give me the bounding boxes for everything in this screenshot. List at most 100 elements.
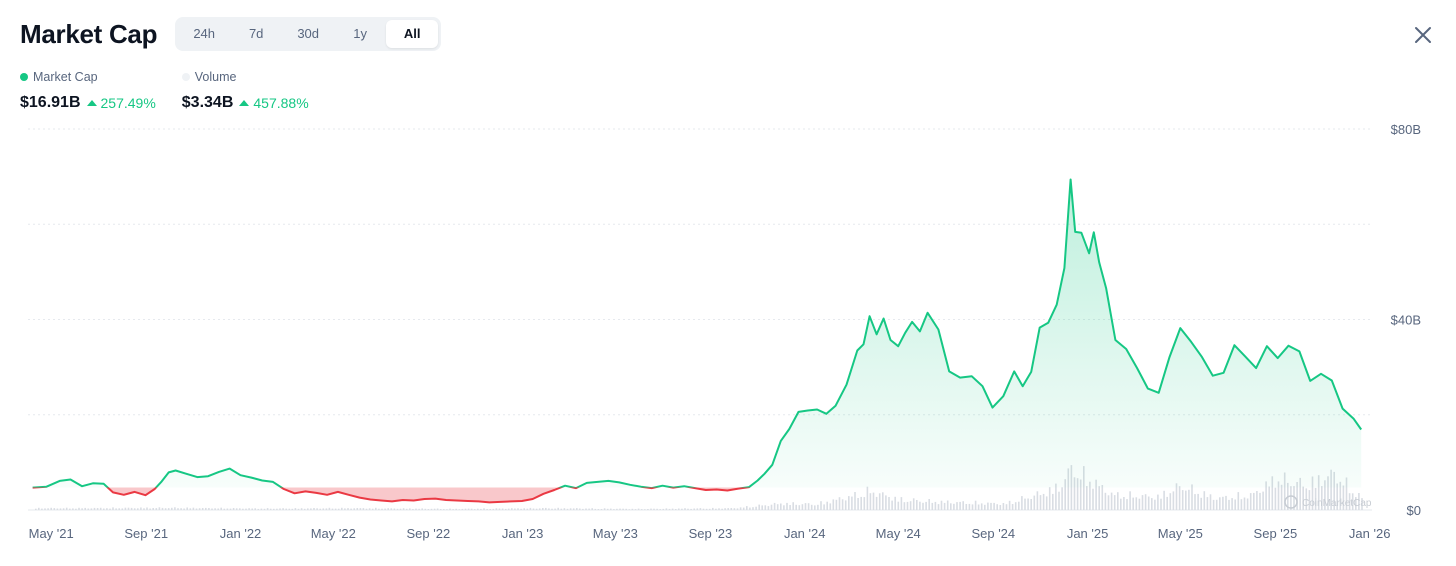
volume-bar xyxy=(1262,491,1264,510)
volume-bar xyxy=(807,503,810,510)
volume-bar xyxy=(1249,493,1252,510)
volume-bar xyxy=(1358,493,1360,510)
volume-bar xyxy=(430,508,433,510)
volume-bar xyxy=(783,505,785,510)
volume-bar xyxy=(1086,486,1088,510)
volume-bar xyxy=(869,493,872,510)
volume-bar xyxy=(393,508,396,510)
volume-bar xyxy=(1351,493,1354,510)
volume-bar xyxy=(653,508,655,510)
volume-bar xyxy=(792,502,794,510)
volume-bar xyxy=(554,508,556,510)
volume-bar xyxy=(1339,481,1342,510)
volume-bar xyxy=(940,500,943,510)
volume-bar xyxy=(674,509,677,510)
volume-bar xyxy=(81,508,83,510)
tab-24h[interactable]: 24h xyxy=(193,26,216,41)
volume-bar xyxy=(251,508,253,510)
watermark-text: CoinMarketCap xyxy=(1302,498,1372,509)
volume-bar xyxy=(594,508,597,510)
tab-1y[interactable]: 1y xyxy=(353,26,368,41)
volume-bar xyxy=(1021,496,1023,510)
volume-bar xyxy=(1246,498,1249,510)
volume-bar xyxy=(1064,479,1066,510)
volume-bar xyxy=(1014,502,1017,510)
tab-30d[interactable]: 30d xyxy=(297,26,320,41)
volume-bar xyxy=(337,508,340,510)
volume-bar xyxy=(127,507,130,510)
volume-bar xyxy=(1101,485,1104,510)
close-button[interactable] xyxy=(1412,24,1434,46)
volume-bar xyxy=(1067,468,1070,510)
volume-bar xyxy=(922,502,924,510)
volume-bar xyxy=(863,497,866,510)
volume-bar xyxy=(656,508,658,510)
volume-bar xyxy=(436,508,439,510)
volume-bar xyxy=(1138,498,1141,510)
x-tick-label: Jan '22 xyxy=(220,526,262,541)
volume-bar xyxy=(446,509,448,510)
tab-all[interactable]: All xyxy=(386,20,439,48)
volume-bar xyxy=(755,506,757,510)
volume-bar xyxy=(795,504,797,510)
volume-bar xyxy=(1237,492,1240,510)
volume-bar xyxy=(1333,471,1335,510)
volume-bar xyxy=(143,508,145,510)
volume-bar xyxy=(353,508,355,510)
volume-bar xyxy=(192,507,195,510)
volume-bar xyxy=(848,496,850,510)
volume-bar xyxy=(742,507,745,510)
volume-bar xyxy=(183,508,185,510)
volume-bar xyxy=(1280,484,1283,510)
volume-bar xyxy=(971,504,974,510)
volume-bar xyxy=(124,507,127,510)
volume-bar xyxy=(937,504,940,510)
volume-bar xyxy=(1132,497,1134,510)
volume-bar xyxy=(412,509,414,510)
volume-bar xyxy=(619,508,621,510)
volume-bar xyxy=(1045,496,1048,510)
x-tick-label: Sep '21 xyxy=(124,526,168,541)
volume-bar xyxy=(1203,491,1206,510)
volume-bar xyxy=(749,507,751,510)
volume-bar xyxy=(1181,490,1184,510)
volume-bar xyxy=(888,497,890,510)
volume-bar xyxy=(384,508,386,510)
volume-bar xyxy=(152,508,154,510)
volume-bar xyxy=(483,508,485,510)
volume-bar xyxy=(1092,488,1094,510)
volume-bar xyxy=(229,508,232,510)
volume-bar xyxy=(823,504,825,510)
volume-bar xyxy=(696,508,699,510)
x-tick-label: Jan '25 xyxy=(1067,526,1109,541)
volume-bar xyxy=(1036,491,1039,510)
volume-bar xyxy=(254,508,256,510)
volume-bar xyxy=(1154,499,1156,510)
volume-bar xyxy=(770,504,773,510)
x-tick-label: Sep '22 xyxy=(406,526,450,541)
volume-bar xyxy=(328,507,331,510)
tab-7d[interactable]: 7d xyxy=(248,26,264,41)
volume-bar xyxy=(875,496,878,510)
volume-bar xyxy=(965,504,968,510)
volume-bar xyxy=(767,506,770,510)
volume-bar xyxy=(498,508,501,510)
volume-bar xyxy=(1095,479,1097,510)
volume-bar xyxy=(47,508,49,510)
legend-market-cap[interactable]: Market Cap $16.91B 257.49% xyxy=(20,68,156,113)
volume-bar xyxy=(421,508,423,510)
volume-bar xyxy=(96,508,99,510)
legend-volume[interactable]: Volume $3.34B 457.88% xyxy=(181,68,309,113)
volume-bar xyxy=(1219,497,1221,510)
volume-bar xyxy=(155,508,158,510)
volume-bar xyxy=(1321,486,1323,510)
volume-bar xyxy=(1033,495,1036,510)
volume-bar xyxy=(1098,486,1100,510)
volume-bar xyxy=(371,508,374,510)
volume-bar xyxy=(501,508,504,510)
volume-bar xyxy=(1107,495,1110,510)
volume-bar xyxy=(245,508,247,510)
volume-bar xyxy=(38,507,40,510)
volume-bar xyxy=(294,508,297,510)
